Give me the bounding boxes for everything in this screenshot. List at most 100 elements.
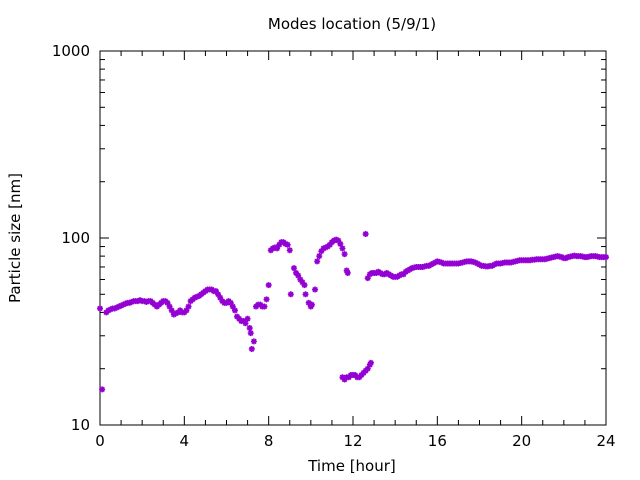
- data-point: [183, 307, 190, 314]
- data-point: [143, 298, 150, 305]
- data-point: [115, 303, 122, 310]
- data-point: [352, 372, 359, 379]
- data-point: [400, 271, 407, 278]
- data-point: [314, 258, 321, 265]
- data-point: [364, 275, 371, 282]
- data-point: [246, 325, 253, 332]
- data-point: [302, 291, 309, 298]
- data-point: [265, 282, 272, 289]
- data-point: [185, 303, 192, 310]
- data-point: [227, 299, 234, 306]
- data-point: [293, 269, 300, 276]
- data-point: [322, 244, 329, 251]
- data-point: [316, 253, 323, 260]
- data-point: [107, 306, 114, 313]
- data-point: [282, 240, 289, 247]
- data-point: [331, 237, 338, 244]
- data-point: [269, 245, 276, 252]
- y-tick-label: 100: [61, 229, 90, 247]
- data-point: [305, 299, 312, 306]
- data-point: [164, 299, 171, 306]
- data-point: [326, 241, 333, 248]
- data-point: [113, 304, 120, 311]
- data-point: [339, 374, 346, 381]
- data-point: [341, 376, 348, 383]
- x-tick-label: 0: [95, 432, 105, 450]
- data-point: [244, 315, 251, 322]
- data-point: [356, 374, 363, 381]
- data-point: [97, 305, 103, 312]
- data-point: [603, 254, 609, 261]
- data-point: [333, 236, 340, 243]
- data-point: [344, 269, 351, 276]
- data-point: [301, 282, 308, 289]
- y-tick-label: 10: [71, 416, 90, 434]
- data-point: [118, 302, 125, 309]
- data-point: [168, 307, 175, 314]
- data-point: [229, 303, 236, 310]
- data-point: [335, 237, 342, 244]
- data-point: [276, 241, 283, 248]
- data-point: [364, 365, 371, 372]
- data-point: [137, 297, 144, 304]
- data-point: [343, 267, 350, 274]
- data-point: [240, 317, 247, 324]
- data-point: [212, 288, 219, 295]
- data-point: [318, 248, 325, 255]
- data-point: [320, 245, 327, 252]
- x-tick-label: 12: [343, 432, 362, 450]
- data-point: [341, 251, 348, 258]
- x-tick-label: 24: [596, 432, 615, 450]
- data-point: [286, 247, 293, 254]
- chart-title: Modes location (5/9/1): [268, 15, 436, 33]
- data-point: [250, 338, 257, 345]
- data-point: [248, 345, 255, 352]
- data-point: [126, 299, 133, 306]
- data-point: [193, 293, 200, 300]
- data-point: [287, 291, 294, 298]
- data-point: [362, 231, 369, 238]
- data-point: [99, 386, 106, 393]
- data-point: [231, 307, 238, 314]
- axis-ticks: [99, 51, 607, 426]
- axis-tick-labels: 0 4 8 12 16 20 24 10 100 1000: [52, 42, 616, 450]
- data-point: [141, 298, 148, 305]
- data-point: [295, 272, 302, 279]
- data-point: [284, 241, 291, 248]
- data-point: [337, 240, 344, 247]
- data-point: [263, 296, 270, 303]
- data-point: [271, 244, 278, 251]
- data-point: [367, 359, 374, 366]
- data-point: [128, 298, 135, 305]
- x-tick-label: 20: [512, 432, 531, 450]
- x-axis-label: Time [hour]: [307, 457, 396, 475]
- x-tick-label: 8: [264, 432, 274, 450]
- data-point: [339, 245, 346, 252]
- data-point: [290, 265, 297, 272]
- data-point: [312, 286, 319, 293]
- data-point: [299, 279, 306, 286]
- x-tick-label: 16: [428, 432, 447, 450]
- data-point: [242, 320, 249, 327]
- data-point: [297, 276, 304, 283]
- y-tick-label: 1000: [52, 42, 90, 60]
- data-point: [345, 374, 352, 381]
- data-point: [111, 305, 118, 312]
- data-point: [166, 303, 173, 310]
- data-point: [120, 301, 127, 308]
- data-point: [236, 315, 243, 322]
- data-point: [215, 291, 222, 298]
- y-axis-label: Particle size [nm]: [6, 173, 24, 303]
- data-point: [308, 301, 315, 308]
- data-point: [261, 303, 268, 310]
- data-point: [191, 294, 198, 301]
- x-tick-label: 4: [180, 432, 190, 450]
- data-point: [134, 298, 141, 305]
- data-point: [274, 245, 281, 252]
- data-point: [217, 294, 224, 301]
- data-point: [122, 300, 129, 307]
- data-point: [247, 330, 254, 337]
- plot-area: [99, 50, 607, 426]
- scatter-points: [97, 231, 609, 393]
